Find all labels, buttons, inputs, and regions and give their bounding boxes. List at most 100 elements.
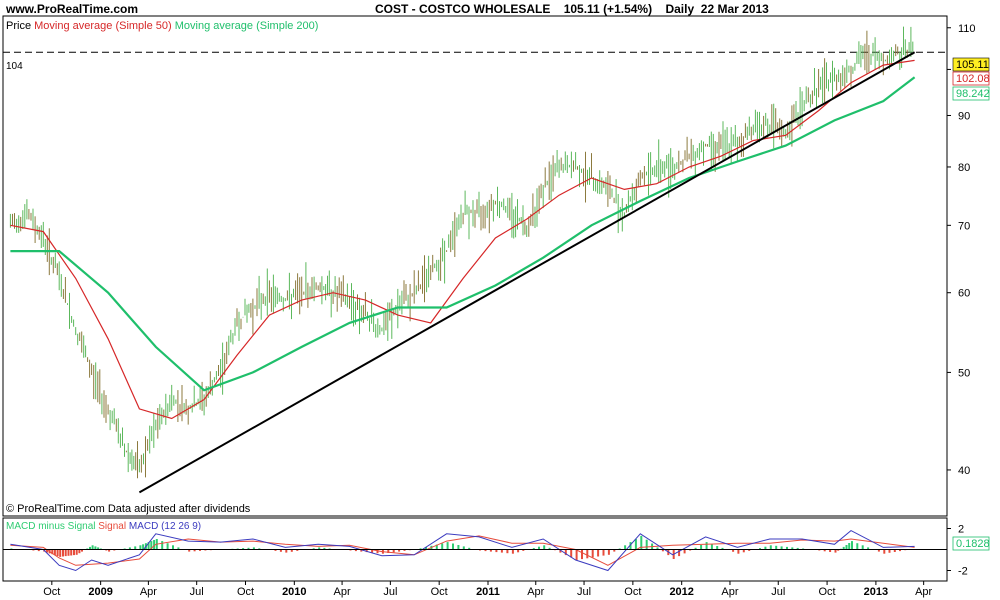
- macd-hist-bar: [823, 549, 826, 552]
- macd-hist-bar: [656, 547, 659, 550]
- macd-hist-bar: [775, 545, 778, 550]
- macd-hist-bar: [489, 549, 492, 552]
- ma50-line: [10, 59, 915, 420]
- macd-hist-bar: [441, 543, 444, 550]
- macd-hist-bar: [177, 547, 180, 550]
- macd-hist-bar: [452, 543, 454, 550]
- macd-hist-bar: [500, 549, 503, 553]
- x-tick-label: Apr: [721, 586, 738, 598]
- badge-ma200-bg: [952, 86, 990, 101]
- macd-hist-bar: [683, 549, 686, 554]
- macd-hist-bar: [634, 539, 637, 550]
- macd-hist-bar: [134, 546, 137, 550]
- x-tick-label: 2010: [282, 586, 306, 598]
- symbol-label: COST - COSTCO WHOLESALE: [375, 2, 551, 16]
- macd-hist-bar: [721, 547, 724, 550]
- badge-ma50: 102.08: [956, 73, 990, 85]
- macd-hist-bar: [581, 549, 583, 560]
- badge-macd: 0.1828: [956, 538, 990, 550]
- macd-hist-bar: [56, 549, 59, 556]
- macd-hist-bar: [457, 545, 460, 550]
- x-tick-label: Oct: [237, 586, 254, 598]
- price-y-tick-label: 70: [958, 220, 970, 232]
- macd-hist-bar: [147, 542, 150, 550]
- macd-hist-bar: [842, 546, 845, 550]
- macd-hist-bar: [285, 549, 288, 553]
- macd-hist-bar: [764, 546, 767, 550]
- macd-hist-bar: [495, 549, 498, 553]
- macd-hist-bar: [290, 549, 293, 552]
- macd-hist-bar: [506, 549, 509, 554]
- macd-hist-bar: [522, 549, 525, 551]
- price-y-tick-label: 50: [958, 367, 970, 379]
- macd-line: [10, 530, 915, 572]
- x-tick-label: 2009: [88, 586, 112, 598]
- macd-hist-bar: [419, 548, 422, 550]
- macd-hist-bar: [252, 547, 255, 550]
- last-price-label: 105.11 (+1.54%): [563, 2, 653, 16]
- badge-price-bg: [952, 57, 990, 72]
- macd-hist-bar: [484, 549, 487, 552]
- macd-hist-bar: [172, 545, 174, 550]
- macd-hist-bar: [435, 544, 438, 550]
- macd-hist-bar: [193, 549, 196, 552]
- x-tick-label: Apr: [915, 586, 932, 598]
- macd-hist-bar: [780, 546, 783, 550]
- level-label: 104: [6, 61, 23, 72]
- x-tick-label: Jul: [190, 586, 204, 598]
- x-tick-label: Jul: [383, 586, 397, 598]
- macd-histogram: [10, 535, 912, 560]
- macd-hist-bar: [538, 546, 540, 550]
- price-y-tick-label: 90: [958, 110, 970, 122]
- macd-y-tick-label: 2: [958, 524, 964, 536]
- badge-price: 105.11: [956, 59, 989, 71]
- footer-note: © ProRealTime.com Data adjusted after di…: [6, 503, 251, 515]
- macd-hist-bar: [78, 549, 81, 554]
- macd-hist-bar: [678, 549, 681, 557]
- macd-hist-bar: [575, 549, 578, 560]
- ma200-line: [10, 76, 916, 392]
- x-tick-label: Oct: [43, 586, 60, 598]
- macd-hist-bar: [53, 549, 56, 556]
- macd-hist-bar: [861, 545, 864, 550]
- macd-hist-bar: [629, 542, 632, 550]
- macd-hist-bar: [425, 547, 427, 550]
- macd-hist-bar: [877, 549, 880, 552]
- macd-hist-bar: [661, 549, 664, 552]
- macd-hist-bar: [893, 549, 896, 552]
- macd-hist-bar: [468, 547, 471, 550]
- macd-hist-bar: [845, 545, 848, 550]
- macd-hist-bar: [46, 549, 48, 553]
- macd-hist-bar: [742, 549, 745, 553]
- macd-hist-bar: [710, 544, 713, 550]
- macd-hist-bar: [867, 547, 870, 550]
- price-y-tick-label: 80: [958, 162, 970, 174]
- macd-hist-bar: [81, 549, 83, 552]
- macd-hist-bar: [791, 547, 794, 550]
- macd-hist-bar: [70, 549, 73, 556]
- x-tick-label: 2011: [476, 586, 500, 598]
- x-tick-label: Jul: [771, 586, 785, 598]
- macd-hist-bar: [258, 548, 261, 550]
- price-y-tick-label: 40: [958, 465, 970, 477]
- macd-hist-bar: [64, 549, 67, 557]
- macd-hist-bar: [89, 546, 91, 550]
- macd-hist-bar: [759, 548, 761, 550]
- x-tick-label: Apr: [140, 586, 157, 598]
- macd-hist-bar: [796, 547, 799, 550]
- price-y-tick-label: 60: [958, 288, 970, 300]
- macd-hist-bar: [67, 549, 70, 556]
- macd-hist-bar: [694, 547, 697, 550]
- macd-hist-bar: [365, 549, 368, 553]
- macd-hist-bar: [62, 549, 64, 557]
- macd-hist-bar: [700, 545, 703, 550]
- macd-hist-bar: [323, 547, 326, 550]
- macd-hist-bar: [548, 547, 551, 550]
- macd-hist-bar: [376, 549, 379, 554]
- macd-hist-bar: [737, 549, 740, 554]
- macd-hist-bar: [199, 549, 201, 551]
- macd-hist-bar: [899, 549, 901, 552]
- x-tick-label: 2012: [669, 586, 693, 598]
- macd-hist-bar: [462, 546, 465, 550]
- chart-header: www.ProRealTime.com COST - COSTCO WHOLES…: [0, 0, 1000, 16]
